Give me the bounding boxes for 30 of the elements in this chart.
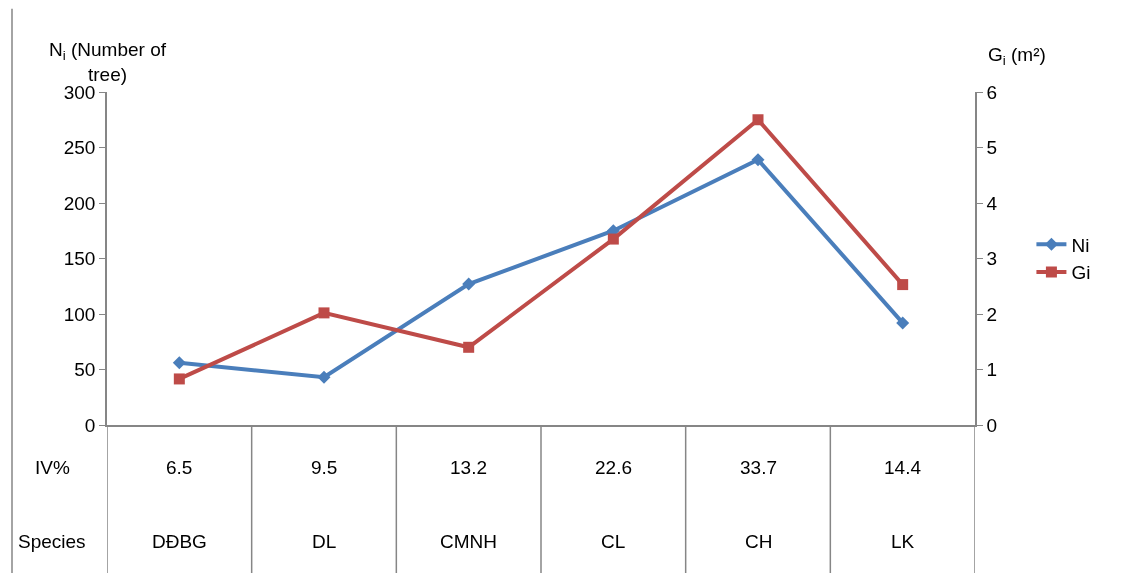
y2-tick-label: 0 xyxy=(986,414,998,436)
text: 13.2 xyxy=(450,457,487,478)
text: 6.5 xyxy=(166,457,193,478)
text: 22.6 xyxy=(595,457,632,478)
y2-tick-label: 2 xyxy=(986,303,998,325)
y-tick-label: 100 xyxy=(63,303,96,325)
text: 9.5 xyxy=(311,457,338,478)
y-tick-label: 250 xyxy=(63,137,96,159)
x-tick-label: DL xyxy=(312,531,337,552)
x-tick-label: DĐBG xyxy=(152,531,207,552)
y-tick-label: 50 xyxy=(74,359,96,381)
y-tick-label: 150 xyxy=(63,248,96,270)
y2-tick-label: 1 xyxy=(986,359,998,381)
y2-tick-label: 5 xyxy=(986,137,998,159)
text: IV% xyxy=(35,457,70,478)
y2-tick-label: 4 xyxy=(986,192,998,214)
text: 14.4 xyxy=(884,457,922,478)
y2-axis-title: G$_{i}$ (m²) xyxy=(988,44,1046,68)
y-tick-label: 0 xyxy=(84,414,96,436)
legend-label: Gi xyxy=(1071,262,1091,284)
x-tick-label: LK xyxy=(891,531,915,552)
y2-tick-label: 3 xyxy=(986,248,998,270)
y-tick-label: 200 xyxy=(63,192,96,214)
y2-tick-label: 6 xyxy=(986,81,998,103)
x-tick-label: CH xyxy=(745,531,773,552)
x-tick-label: CMNH xyxy=(440,531,497,552)
text: 33.7 xyxy=(740,457,777,478)
text: Species xyxy=(18,531,86,552)
x-tick-label: CL xyxy=(601,531,626,552)
legend-label: Ni xyxy=(1071,234,1090,256)
